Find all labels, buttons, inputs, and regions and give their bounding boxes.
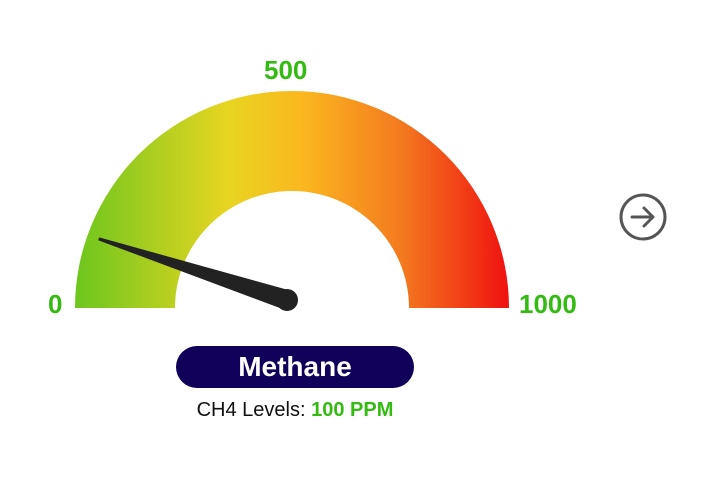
reading-label: CH4 Levels: [196,399,306,421]
reading-line: CH4 Levels: 100 PPM [0,398,590,422]
arrow-right-circle-icon[interactable] [619,193,667,241]
tick-label-mid: 500 [264,55,308,85]
gauge-needle [98,237,291,310]
reading-value: 100 PPM [311,399,394,421]
needle-hub [276,289,298,311]
gauge-title-badge: Methane [176,346,414,388]
gauge-arc [75,91,509,308]
tick-label-min: 0 [48,289,63,319]
tick-label-max: 1000 [519,289,577,319]
